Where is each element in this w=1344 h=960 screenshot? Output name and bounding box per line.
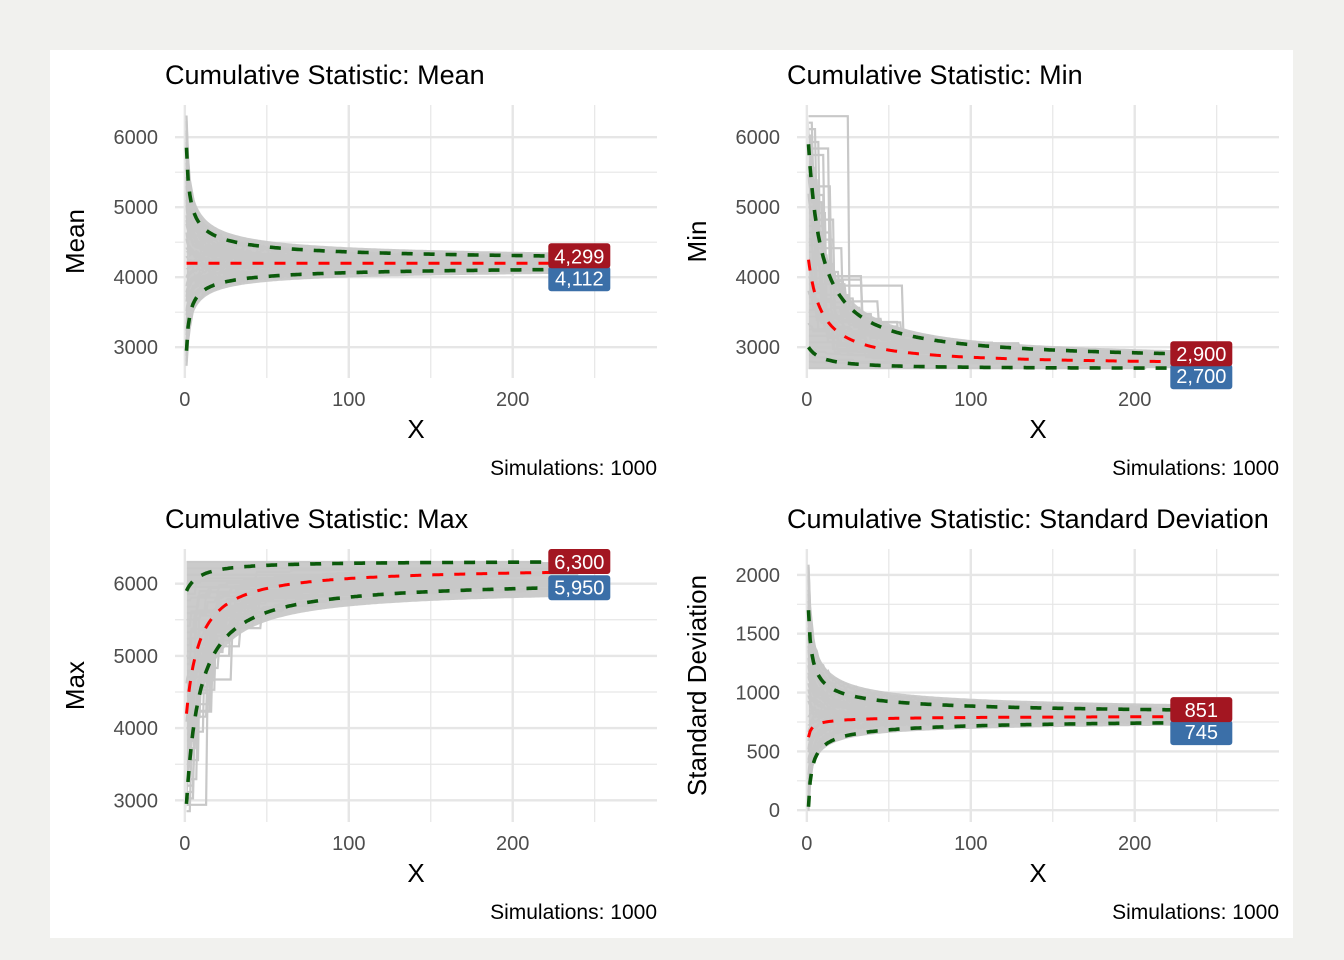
caption: Simulations: 1000 — [490, 457, 657, 480]
gridlines — [797, 549, 1279, 822]
panel-max: 5,950 6,300 3000 4000 5000 6000 0 100 200 Cumulat… — [60, 504, 657, 924]
upper-end-label: 4,299 — [548, 243, 611, 269]
lower-end-label: 5,950 — [548, 575, 611, 601]
upper-label-text: 851 — [1185, 700, 1218, 722]
y-tick-label: 5000 — [114, 646, 159, 668]
y-tick-label: 5000 — [736, 197, 781, 219]
lower-label-text: 745 — [1185, 722, 1218, 744]
gridlines — [175, 105, 657, 378]
x-tick-label: 0 — [801, 389, 812, 411]
chart-title: Cumulative Statistic: Standard Deviation — [787, 504, 1269, 534]
x-tick-label: 0 — [179, 389, 190, 411]
upper-end-label: 2,900 — [1170, 341, 1233, 367]
x-tick-label: 200 — [496, 833, 529, 855]
y-tick-label: 3000 — [736, 337, 781, 359]
chart-title: Cumulative Statistic: Max — [165, 504, 469, 534]
lower-end-label: 745 — [1170, 720, 1233, 746]
y-tick-label: 4000 — [114, 718, 159, 740]
y-tick-label: 5000 — [114, 197, 159, 219]
x-tick-label: 100 — [332, 389, 365, 411]
y-tick-label: 6000 — [114, 574, 159, 596]
y-tick-label: 4000 — [114, 267, 159, 289]
caption: Simulations: 1000 — [1112, 901, 1279, 924]
quantile-line — [807, 346, 1201, 370]
simulation-line — [807, 564, 1153, 709]
lower-end-label: 4,112 — [548, 266, 611, 292]
y-tick-label: 1500 — [736, 624, 781, 646]
x-tick-label: 100 — [954, 833, 987, 855]
upper-end-label: 851 — [1170, 697, 1233, 723]
upper-label-box — [548, 243, 611, 269]
x-tick-label: 0 — [801, 833, 812, 855]
x-tick-label: 200 — [1118, 833, 1151, 855]
upper-end-label: 6,300 — [548, 549, 611, 574]
y-tick-label: 3000 — [114, 337, 159, 359]
x-axis-label: X — [1029, 414, 1046, 444]
lower-label-text: 4,112 — [555, 268, 604, 290]
y-tick-label: 6000 — [736, 127, 781, 149]
y-tick-label: 4000 — [736, 267, 781, 289]
y-tick-label: 2000 — [736, 565, 781, 587]
lower-label-text: 5,950 — [554, 577, 604, 599]
caption: Simulations: 1000 — [490, 901, 657, 924]
y-tick-label: 1000 — [736, 683, 781, 705]
chart-title: Cumulative Statistic: Mean — [165, 60, 485, 90]
x-tick-label: 100 — [332, 833, 365, 855]
lower-label-text: 2,700 — [1176, 366, 1226, 388]
y-tick-label: 6000 — [114, 127, 159, 149]
lower-label-box — [548, 575, 611, 601]
simulation-band — [808, 116, 1201, 369]
x-tick-label: 200 — [496, 389, 529, 411]
chart-title: Cumulative Statistic: Min — [787, 60, 1083, 90]
y-tick-label: 3000 — [114, 790, 159, 812]
simulation-band — [186, 562, 579, 812]
simulation-band — [186, 116, 579, 369]
lower-label-box — [548, 266, 611, 292]
simulation-band — [808, 563, 1201, 811]
upper-label-box — [1170, 697, 1233, 723]
x-axis-label: X — [1029, 858, 1046, 888]
mean-line — [807, 259, 1201, 364]
x-tick-label: 200 — [1118, 389, 1151, 411]
upper-label-box — [1170, 341, 1233, 367]
x-tick-label: 100 — [954, 389, 987, 411]
quantile-line — [184, 585, 579, 805]
simulation-lines — [185, 560, 579, 813]
mean-line — [807, 715, 1201, 738]
caption: Simulations: 1000 — [1112, 457, 1279, 480]
quantile-line — [806, 720, 1201, 807]
upper-label-text: 6,300 — [554, 552, 604, 574]
y-axis-label: Max — [60, 661, 90, 710]
upper-label-text: 2,900 — [1176, 344, 1226, 366]
quantile-line — [184, 147, 579, 259]
y-axis-label: Min — [682, 221, 712, 263]
y-axis-label: Mean — [60, 209, 90, 274]
x-tick-label: 0 — [179, 833, 190, 855]
x-axis-label: X — [407, 858, 424, 888]
y-tick-label: 0 — [769, 800, 780, 822]
lower-label-box — [1170, 364, 1233, 390]
quantile-line — [184, 560, 579, 592]
figure-canvas: 4,112 4,299 3000 4000 5000 6000 0 100 200 Cumulat… — [50, 50, 1293, 938]
lower-end-label: 2,700 — [1170, 364, 1233, 390]
upper-label-box — [548, 549, 611, 574]
simulation-lines — [807, 563, 1201, 811]
quantile-line — [806, 144, 1201, 356]
y-axis-label: Standard Deviation — [682, 575, 712, 796]
x-axis-label: X — [407, 414, 424, 444]
upper-label-text: 4,299 — [554, 246, 604, 268]
y-tick-label: 500 — [747, 741, 780, 763]
lower-label-box — [1170, 720, 1233, 746]
quantile-line — [184, 267, 579, 351]
